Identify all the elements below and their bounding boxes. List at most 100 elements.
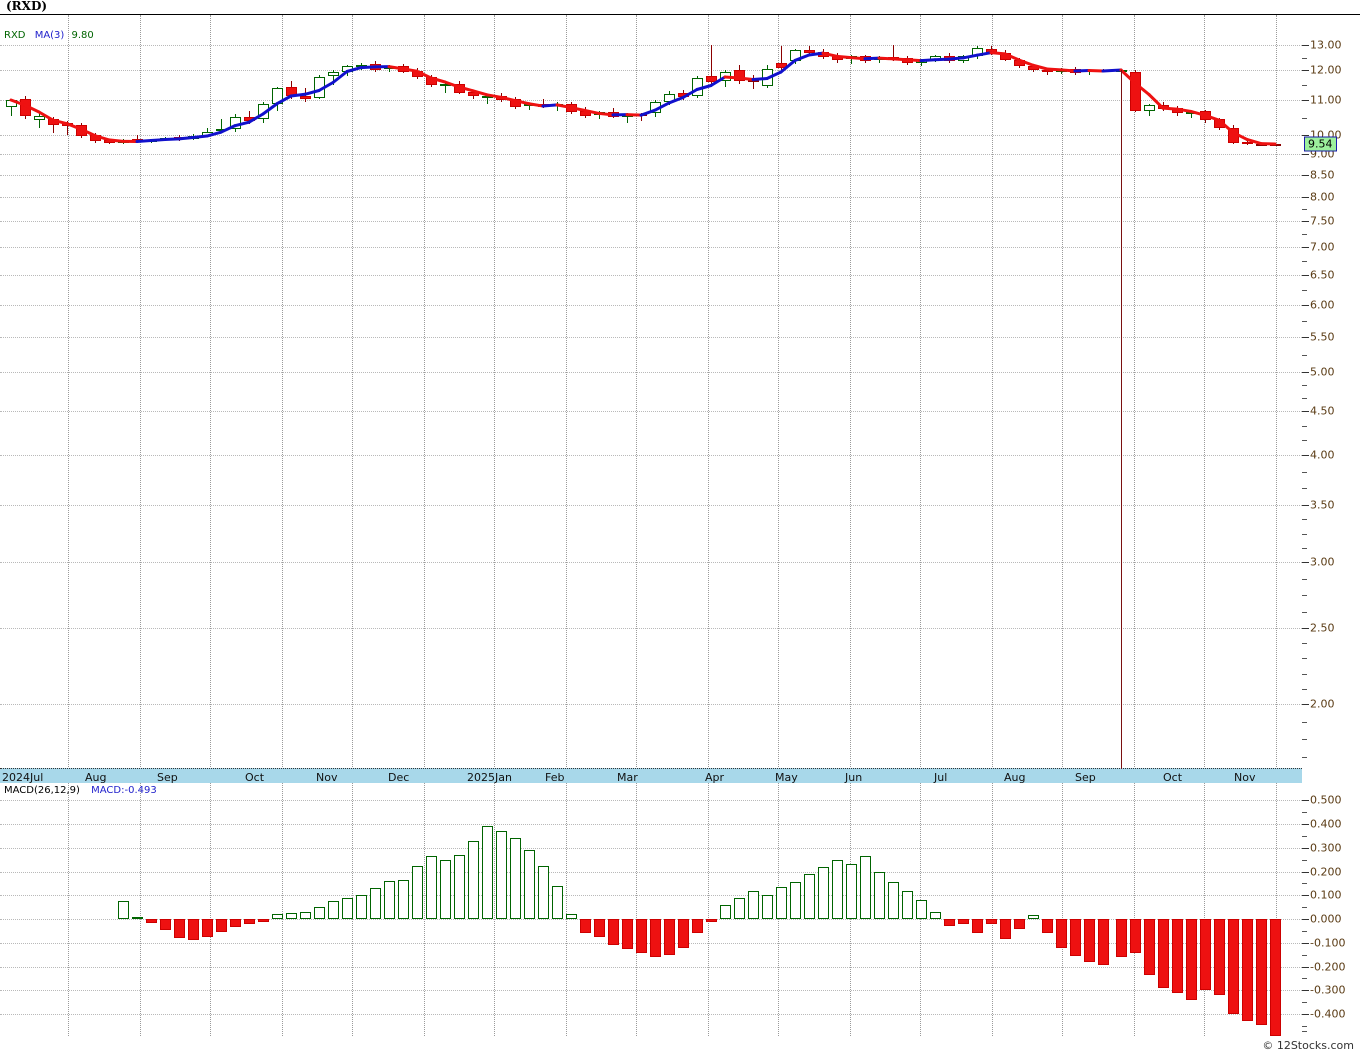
ma-line-segment	[331, 70, 349, 84]
macd-bar	[426, 856, 437, 919]
gridline-horizontal	[0, 100, 1302, 101]
ma-line-segment	[219, 124, 237, 134]
gridline-horizontal	[0, 247, 1302, 248]
macd-bar	[1084, 919, 1095, 962]
ma-line-segment	[443, 80, 461, 89]
gridline-horizontal	[0, 824, 1302, 825]
macd-bar	[874, 871, 885, 919]
ma-line-segment	[737, 76, 755, 81]
price-axis-label: 7.00	[1310, 240, 1335, 254]
macd-axis-label: -0.400	[1310, 1007, 1346, 1021]
macd-bar	[118, 901, 129, 919]
macd-bar	[1042, 919, 1053, 934]
price-axis-minor-tick	[1302, 354, 1307, 356]
price-chart-panel[interactable]: RXD MA(3) 9.80	[0, 14, 1303, 769]
gridline-vertical	[210, 783, 211, 1036]
candle-body	[328, 72, 339, 76]
macd-chart-panel[interactable]: MACD(26,12,9) MACD:-0.493	[0, 783, 1303, 1036]
price-axis-minor-tick	[1302, 578, 1307, 580]
candle-wick	[445, 82, 446, 93]
date-axis-label: Dec	[388, 771, 410, 784]
ma-line-segment	[667, 96, 685, 105]
price-axis-label: 6.50	[1310, 268, 1335, 282]
date-axis-label: 2024Jul	[2, 771, 44, 784]
macd-bar	[888, 882, 899, 919]
macd-bar	[678, 919, 689, 948]
macd-bar	[454, 854, 465, 919]
macd-bar	[146, 919, 157, 923]
macd-bar	[342, 897, 353, 919]
macd-bar	[1200, 919, 1211, 991]
macd-bar	[286, 913, 297, 919]
candle-body	[230, 116, 241, 129]
ma-line-segment	[1175, 107, 1193, 113]
ma-line-segment	[163, 137, 181, 142]
gridline-horizontal	[0, 275, 1302, 276]
ma-line-segment	[863, 56, 881, 61]
price-axis-tick	[1302, 197, 1309, 198]
gridline-vertical	[1204, 15, 1205, 769]
candle-wick	[711, 45, 712, 85]
candle-wick	[11, 98, 12, 116]
ma-line-segment	[9, 98, 27, 107]
date-axis-label: Oct	[1163, 771, 1183, 784]
ma-line-segment	[513, 99, 531, 106]
macd-axis-tick	[1302, 1014, 1309, 1015]
gridline-vertical	[140, 15, 141, 769]
macd-bar	[440, 859, 451, 919]
macd-bar	[1028, 915, 1039, 919]
macd-axis-tick	[1302, 966, 1309, 968]
ma-line-segment	[471, 89, 489, 97]
legend-ma-value: 9.80	[71, 30, 94, 41]
last-price-badge: 9.54	[1304, 136, 1337, 152]
ma-line-segment	[93, 134, 111, 142]
gridline-vertical	[708, 783, 709, 1036]
candle-wick	[543, 98, 544, 108]
gridline-horizontal	[0, 221, 1302, 222]
gridline-vertical	[1204, 783, 1205, 1036]
ma-line-segment	[779, 58, 797, 74]
macd-bar	[174, 919, 185, 939]
gridline-horizontal	[0, 175, 1302, 176]
macd-bar	[734, 897, 745, 919]
candle-wick	[221, 119, 222, 134]
ma-line-segment	[947, 56, 965, 61]
candle-body	[804, 50, 815, 53]
macd-bar	[384, 881, 395, 919]
candle-body	[1186, 112, 1197, 115]
ma-line-segment	[65, 122, 83, 131]
price-axis-label: 6.00	[1310, 298, 1335, 312]
gridline-vertical	[1134, 15, 1135, 769]
gridline-vertical	[1276, 15, 1277, 769]
macd-bar	[552, 885, 563, 919]
ma-line-segment	[485, 93, 503, 99]
gridline-vertical	[566, 783, 567, 1036]
gridline-vertical	[494, 783, 495, 1036]
price-axis-label: 3.50	[1310, 498, 1335, 512]
gridline-vertical	[494, 15, 495, 769]
macd-bar	[496, 831, 507, 919]
gridline-vertical	[566, 15, 567, 769]
macd-bar	[972, 919, 983, 934]
ma-line-segment	[681, 88, 699, 99]
gridline-vertical	[850, 15, 851, 769]
macd-bar	[1172, 919, 1183, 993]
macd-bar	[300, 911, 311, 919]
price-axis: 9.54 13.00 12.00 11.00 10.00 9.00 8.50 8.00 7.5…	[1302, 14, 1360, 769]
gridline-vertical	[424, 783, 425, 1036]
gridline-vertical	[282, 783, 283, 1036]
date-axis-label: Aug	[85, 771, 107, 784]
macd-bar	[202, 919, 213, 937]
macd-axis-tick	[1302, 895, 1309, 897]
ma-line-segment	[457, 85, 475, 93]
macd-bar	[258, 919, 269, 922]
macd-axis-minor-tick	[1302, 1025, 1307, 1027]
ma-line-segment	[765, 70, 783, 80]
ma-line-segment	[653, 101, 671, 112]
macd-bar	[622, 919, 633, 949]
ma-line-segment	[583, 109, 601, 115]
gridline-horizontal	[0, 305, 1302, 306]
gridline-horizontal	[0, 704, 1302, 705]
ma-line-segment	[247, 112, 265, 124]
moving-average-line	[9, 51, 1277, 146]
